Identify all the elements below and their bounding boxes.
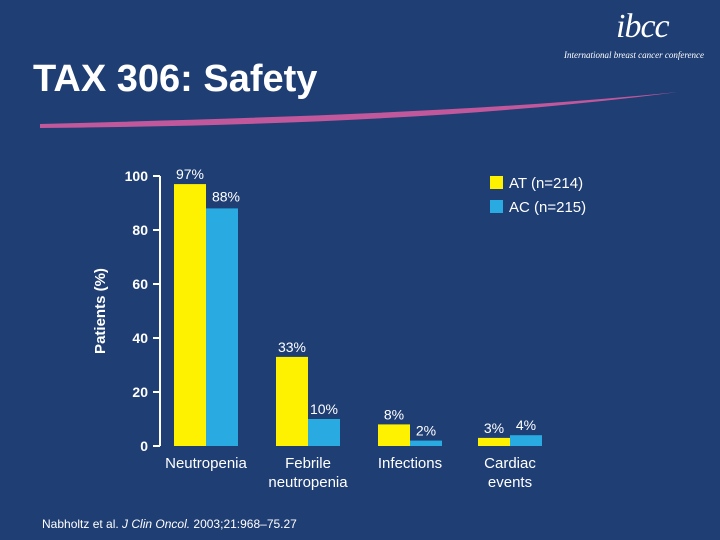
y-tick-label: 60: [132, 276, 148, 292]
category-label: Cardiac: [484, 455, 536, 472]
bar-value-label: 88%: [212, 188, 240, 204]
category-label: events: [488, 474, 532, 491]
bar-value-label: 2%: [416, 423, 436, 439]
legend-label: AT (n=214): [509, 175, 583, 192]
bar-ac: [510, 435, 542, 446]
footnote-journal: J Clin Oncol.: [122, 517, 191, 531]
y-tick-label: 80: [132, 222, 148, 238]
bar-at: [478, 437, 510, 446]
bar-at: [378, 424, 410, 446]
y-axis-label: Patients (%): [92, 268, 109, 354]
ibcc-logo: ibcc International breast cancer confere…: [560, 8, 710, 68]
bar-ac: [206, 208, 238, 446]
bar-at: [174, 184, 206, 446]
category-label: Neutropenia: [165, 455, 247, 472]
bar-value-label: 10%: [310, 401, 338, 417]
citation-footnote: Nabholtz et al. J Clin Oncol. 2003;21:96…: [42, 517, 297, 531]
bar-value-label: 8%: [384, 406, 404, 422]
category-label: Infections: [378, 455, 442, 472]
legend-swatch: [490, 200, 503, 213]
bar-value-label: 4%: [516, 417, 536, 433]
y-tick-label: 20: [132, 384, 148, 400]
bar-value-label: 33%: [278, 339, 306, 355]
slide-title: TAX 306: Safety: [33, 58, 318, 100]
swoosh-shape: [40, 92, 678, 128]
bar-at: [276, 356, 308, 446]
bar-ac: [308, 419, 340, 446]
legend-label: AC (n=215): [509, 199, 586, 216]
category-label: neutropenia: [268, 474, 348, 491]
category-label: Febrile: [285, 455, 331, 472]
bar-ac: [410, 440, 442, 446]
footnote-authors: Nabholtz et al.: [42, 517, 123, 531]
bar-value-label: 3%: [484, 420, 504, 436]
y-tick-label: 0: [140, 438, 148, 454]
y-tick-label: 100: [125, 168, 149, 184]
bar-value-label: 97%: [176, 166, 204, 182]
footnote-rest: 2003;21:968–75.27: [190, 517, 297, 531]
logo-mark: ibcc: [616, 8, 670, 45]
y-tick-label: 40: [132, 330, 148, 346]
legend-swatch: [490, 176, 503, 189]
logo-subtitle: International breast cancer conference: [564, 50, 705, 60]
